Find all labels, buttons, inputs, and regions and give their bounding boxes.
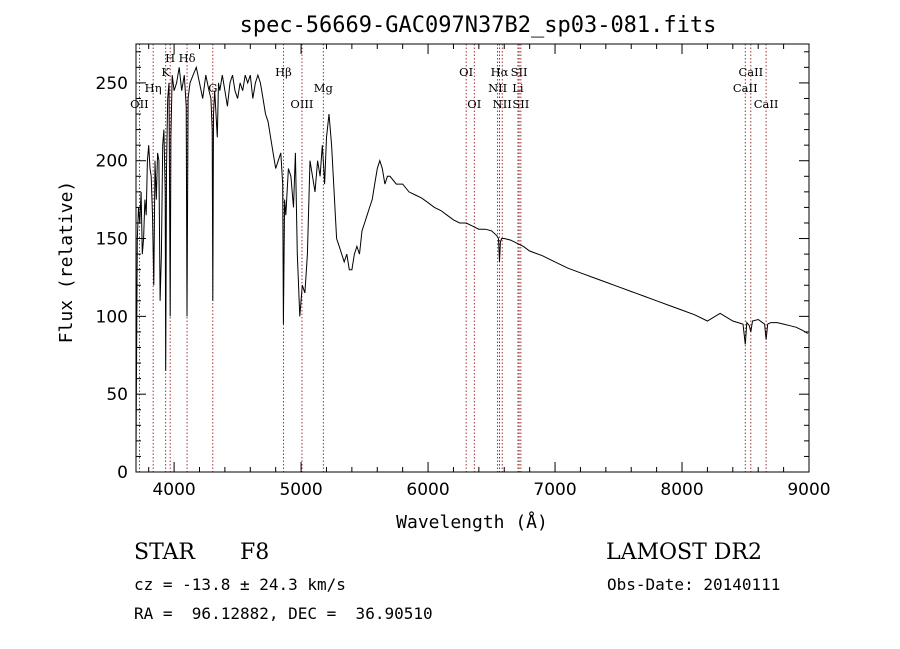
obs-date: Obs-Date: 20140111 (607, 575, 781, 594)
y-tick-label: 150 (96, 230, 128, 250)
spectral-line-label: Hδ (179, 51, 196, 65)
spectral-line-label: K (161, 65, 170, 79)
y-tick-label: 100 (96, 307, 128, 327)
object-class: STAR (134, 540, 195, 565)
spectral-line-label: Mg (314, 81, 334, 95)
y-axis-ticks: 0 50 100 150 200 250 (96, 51, 809, 483)
y-tick-label: 250 (96, 74, 128, 94)
y-tick-label: 200 (96, 152, 128, 172)
spectral-line-label: CaII (738, 65, 763, 79)
spectral-line-label: SII (512, 97, 529, 111)
x-tick-label: 9000 (787, 480, 830, 500)
spectral-line-label: SII (511, 65, 528, 79)
redshift-text: cz = -13.8 ± 24.3 km/s (134, 575, 346, 594)
spectral-line-label: CaII (754, 97, 779, 111)
spectral-line-label: OI (467, 97, 481, 111)
chart-title: spec-56669-GAC097N37B2_sp03-081.fits (240, 13, 717, 38)
spectral-line-label: Hβ (275, 65, 292, 79)
x-tick-label: 5000 (279, 480, 322, 500)
x-tick-label: 4000 (152, 480, 195, 500)
x-tick-label: 6000 (406, 480, 449, 500)
spectral-line-label: H (165, 51, 175, 65)
spectral-line-label: Li (512, 81, 524, 95)
x-axis-ticks: 4000 5000 6000 7000 8000 9000 (148, 44, 831, 500)
spectral-line-label: Hη (145, 81, 162, 95)
spectral-line-label: Hα (491, 65, 509, 79)
object-subclass: F8 (240, 540, 270, 565)
x-tick-label: 8000 (660, 480, 703, 500)
spectral-line-label: OIII (290, 97, 313, 111)
spectral-line-label: OI (459, 65, 473, 79)
plot-frame (135, 43, 810, 473)
x-tick-label: 7000 (533, 480, 576, 500)
spectral-line-markers (139, 44, 767, 472)
radec-text: RA = 96.12882, DEC = 36.90510 (134, 604, 433, 623)
spectral-line-label: OII (130, 97, 149, 111)
y-tick-label: 0 (117, 463, 128, 483)
spectrum-line (135, 65, 808, 457)
y-axis-label: Flux (relative) (56, 181, 77, 344)
x-axis-label: Wavelength (Å) (396, 511, 548, 533)
survey-name: LAMOST DR2 (606, 540, 762, 565)
spectral-line-label: NII (488, 81, 507, 95)
spectral-line-label: NII (493, 97, 512, 111)
spectral-line-label: G (208, 81, 217, 95)
spectral-line-label: CaII (733, 81, 758, 95)
y-tick-label: 50 (106, 385, 128, 405)
